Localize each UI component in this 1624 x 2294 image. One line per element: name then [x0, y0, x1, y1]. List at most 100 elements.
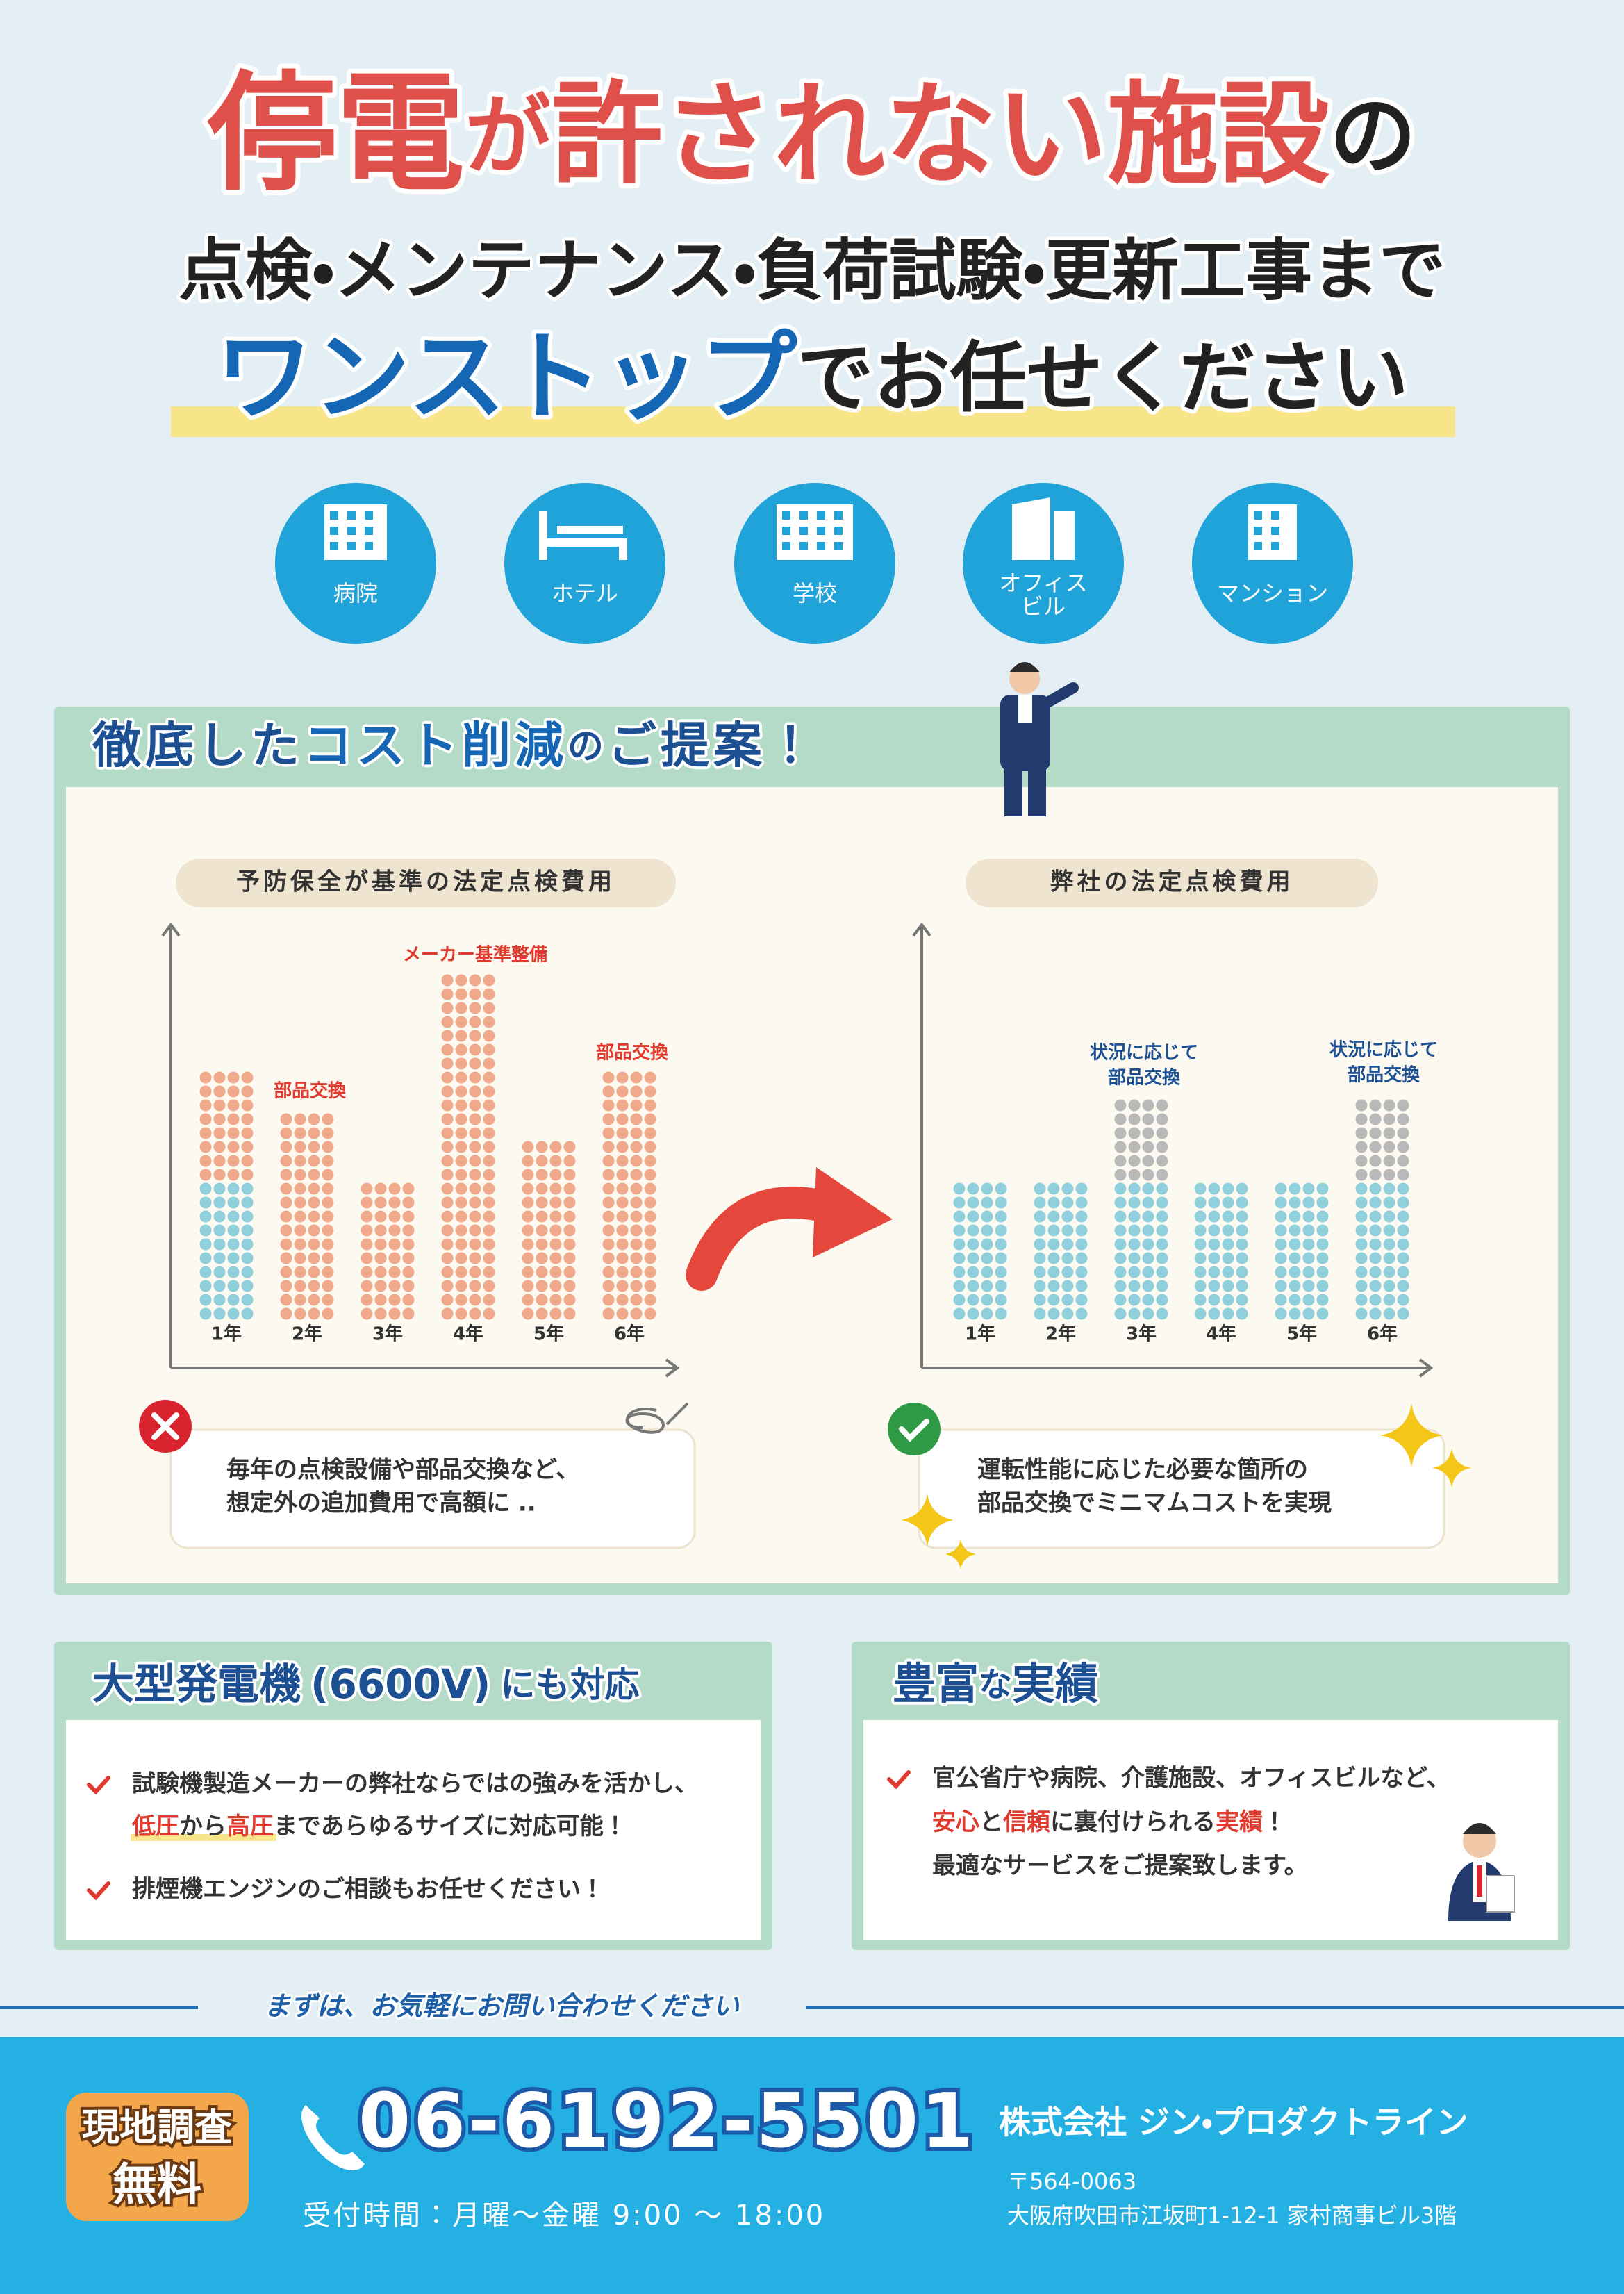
dot: [1114, 1113, 1127, 1125]
dot: [1047, 1238, 1060, 1251]
dot: [227, 1127, 240, 1139]
dot: [388, 1252, 401, 1264]
dot: [1355, 1210, 1368, 1223]
dot: [995, 1224, 1007, 1237]
dot: [294, 1127, 306, 1139]
dot: [1114, 1266, 1127, 1278]
facility-window: [817, 527, 825, 535]
phone-number[interactable]: 06-6192-5501: [354, 2074, 977, 2169]
text-part: 信頼: [1002, 1808, 1051, 1836]
dot: [280, 1113, 292, 1125]
dot: [1316, 1182, 1329, 1195]
dot: [1355, 1307, 1368, 1320]
dot: [441, 1113, 454, 1125]
dot: [1047, 1294, 1060, 1306]
dot: [441, 1016, 454, 1028]
dot: [522, 1182, 534, 1195]
dot: [1355, 1155, 1368, 1167]
dot: [361, 1210, 373, 1223]
dot: [536, 1266, 548, 1278]
dot: [967, 1224, 979, 1237]
dot: [563, 1294, 576, 1306]
dot: [199, 1238, 212, 1251]
dot: [1034, 1307, 1046, 1320]
dot: [241, 1224, 254, 1237]
dot: [602, 1196, 615, 1209]
dot: [469, 1280, 481, 1292]
dot: [361, 1307, 373, 1320]
dot: [1383, 1294, 1395, 1306]
dot: [1316, 1294, 1329, 1306]
facility-label: マンション: [1217, 580, 1328, 606]
dot: [602, 1294, 615, 1306]
dot: [483, 1057, 495, 1070]
title-part: の: [567, 726, 608, 768]
dot: [1142, 1196, 1154, 1209]
dot: [322, 1196, 334, 1209]
generator-panel: [66, 1720, 761, 1940]
dot: [455, 1196, 467, 1209]
dot: [953, 1252, 966, 1264]
dot: [280, 1155, 292, 1167]
dot: [1355, 1099, 1368, 1112]
dot: [322, 1307, 334, 1320]
dot: [1275, 1210, 1287, 1223]
dot: [1142, 1099, 1154, 1112]
dot: [483, 1155, 495, 1167]
dot: [1034, 1210, 1046, 1223]
dot: [1114, 1099, 1127, 1112]
dot: [616, 1238, 629, 1251]
dot: [1383, 1141, 1395, 1153]
invite-text: まずは、お気軽にお問い合わせください: [264, 1991, 740, 2022]
dot: [1302, 1294, 1315, 1306]
dot: [1156, 1224, 1168, 1237]
dot: [280, 1169, 292, 1181]
dot: [1208, 1196, 1220, 1209]
dot: [1302, 1307, 1315, 1320]
dot: [213, 1169, 226, 1181]
dot: [322, 1210, 334, 1223]
dot: [522, 1307, 534, 1320]
dot: [213, 1280, 226, 1292]
dot: [1355, 1196, 1368, 1209]
dot: [1114, 1307, 1127, 1320]
dot: [1194, 1280, 1207, 1292]
headline-1: 停電が許されない施設の: [207, 58, 1416, 208]
facility-window: [799, 511, 808, 520]
dot: [1061, 1196, 1074, 1209]
dot: [1316, 1280, 1329, 1292]
facility-circle: [1192, 483, 1353, 644]
dot: [374, 1224, 387, 1237]
dot: [1383, 1127, 1395, 1139]
dot: [1034, 1266, 1046, 1278]
dot: [402, 1266, 415, 1278]
dot: [1142, 1210, 1154, 1223]
chart-label: 弊社の法定点検費用: [1050, 868, 1294, 896]
dot: [602, 1266, 615, 1278]
dot: [308, 1224, 320, 1237]
dot: [441, 1099, 454, 1112]
text-part: ！: [1263, 1808, 1286, 1836]
dot: [227, 1169, 240, 1181]
dot: [616, 1307, 629, 1320]
dot: [469, 988, 481, 1000]
dot: [1075, 1182, 1088, 1195]
dot: [469, 1030, 481, 1042]
year-label: 4年: [453, 1323, 483, 1345]
dot: [602, 1182, 615, 1195]
badge-text: 現地調査: [82, 2106, 232, 2149]
dot: [213, 1238, 226, 1251]
dot: [469, 1057, 481, 1070]
dot: [1397, 1224, 1409, 1237]
dot: [441, 1071, 454, 1084]
dot: [1047, 1210, 1060, 1223]
dot: [1034, 1294, 1046, 1306]
dot: [1194, 1294, 1207, 1306]
dot: [455, 1113, 467, 1125]
dot: [549, 1294, 562, 1306]
dot: [361, 1280, 373, 1292]
comment-box: [918, 1428, 1445, 1549]
dot: [967, 1210, 979, 1223]
dot: [308, 1252, 320, 1264]
dot: [630, 1085, 643, 1098]
